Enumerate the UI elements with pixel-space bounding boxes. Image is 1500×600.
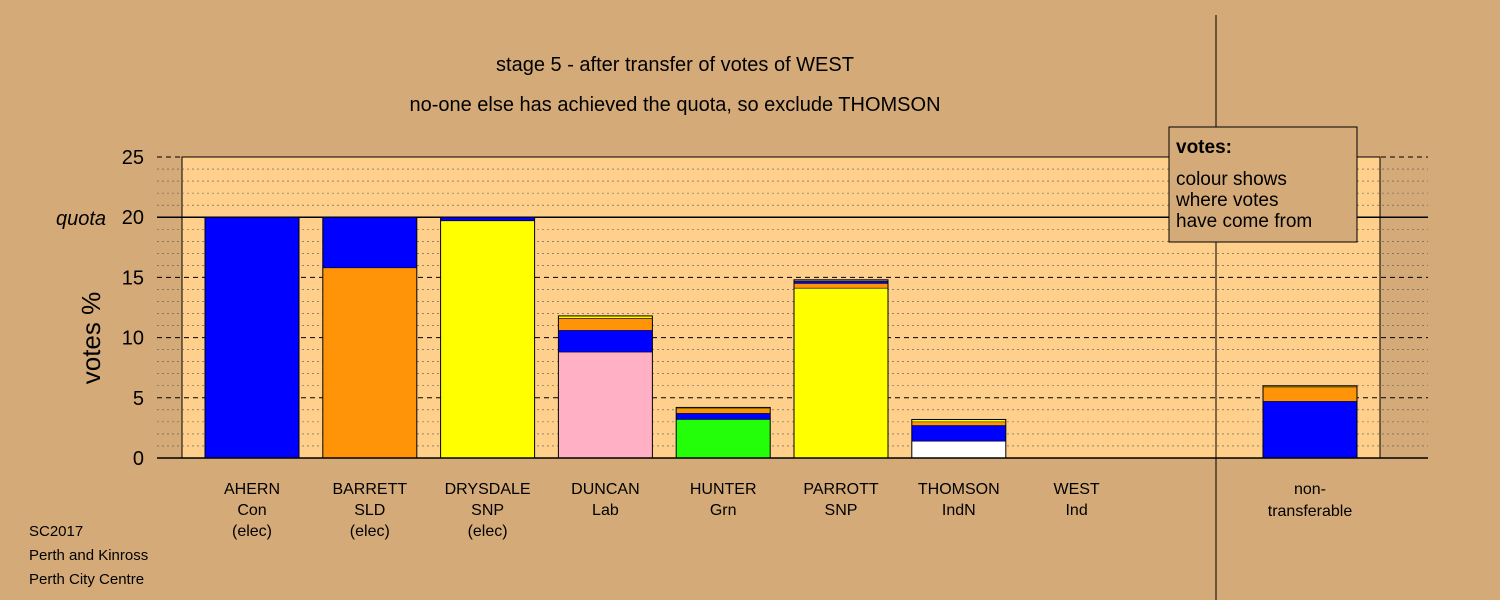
bar-segment (1263, 386, 1357, 402)
footer-line: Perth and Kinross (29, 547, 148, 564)
candidate-party: IndN (942, 502, 976, 519)
bar-segment (911, 425, 1006, 442)
candidate-party: Grn (710, 502, 737, 519)
legend-box (1168, 126, 1358, 243)
chart-title: stage 5 - after transfer of votes of WES… (496, 54, 854, 76)
bars (204, 216, 1358, 459)
legend-line: where votes (1175, 190, 1278, 211)
candidate-party: Con (237, 502, 266, 519)
y-tick-label: 0 (133, 448, 144, 470)
bar-segment (440, 220, 535, 458)
bar-segment (558, 330, 653, 353)
category-labels: AHERN Con (elec) BARRETT SLD (elec) DRYSDALE SN… (224, 481, 1352, 540)
legend: votes: colour shows where votes have com… (1168, 126, 1358, 243)
chart-subtitle: no-one else has achieved the quota, so e… (409, 94, 940, 116)
y-axis-label: votes % (76, 292, 106, 385)
bar-segment (911, 441, 1006, 458)
candidate-name: AHERN (224, 481, 280, 498)
candidate-name: PARROTT (803, 481, 878, 498)
bar-segment (911, 421, 1006, 426)
candidate-name: DUNCAN (571, 481, 639, 498)
legend-heading: votes: (1176, 137, 1232, 158)
non-transferable-label: transferable (1268, 503, 1353, 520)
candidate-status: (elec) (350, 523, 390, 540)
y-tick-label: 5 (133, 388, 144, 410)
legend-line: have come from (1176, 211, 1312, 232)
bar-segment (794, 288, 888, 458)
candidate-name: BARRETT (332, 481, 407, 498)
candidate-name: WEST (1053, 481, 1099, 498)
candidate-party: Ind (1065, 502, 1087, 519)
bar-segment (676, 407, 771, 409)
non-transferable-label: non- (1294, 481, 1326, 498)
footer-line: Perth City Centre (29, 571, 144, 588)
legend-line: colour shows (1176, 169, 1287, 190)
candidate-party: SNP (471, 502, 504, 519)
bar-segment (322, 217, 417, 268)
candidate-party: SLD (354, 502, 385, 519)
bar-segment (676, 413, 771, 420)
bar-segment (676, 419, 771, 458)
footer-line: SC2017 (29, 523, 83, 540)
bar-segment (558, 352, 653, 458)
quota-label: quota (56, 208, 106, 230)
bar-segment (558, 318, 653, 331)
y-tick-label: 20 (122, 207, 144, 229)
y-tick-label: 10 (122, 328, 144, 350)
candidate-name: DRYSDALE (445, 481, 531, 498)
bar-segment (558, 315, 653, 319)
bar-segment (322, 267, 417, 458)
y-tick-label: 15 (122, 267, 144, 289)
candidate-party: Lab (592, 502, 619, 519)
candidate-party: SNP (825, 502, 858, 519)
bar-segment (1263, 401, 1357, 458)
bar-segment (1263, 385, 1357, 387)
bar-segment (676, 408, 771, 414)
bar-segment (205, 217, 299, 458)
candidate-name: HUNTER (690, 481, 757, 498)
bar-segment (440, 217, 535, 221)
y-tick-label: 25 (122, 147, 144, 169)
bar-segment (794, 279, 888, 282)
bar-segment (911, 419, 1006, 422)
bar-segment (794, 283, 888, 289)
candidate-status: (elec) (468, 523, 508, 540)
candidate-name: THOMSON (918, 481, 1000, 498)
bar-segment (794, 281, 888, 284)
candidate-status: (elec) (232, 523, 272, 540)
